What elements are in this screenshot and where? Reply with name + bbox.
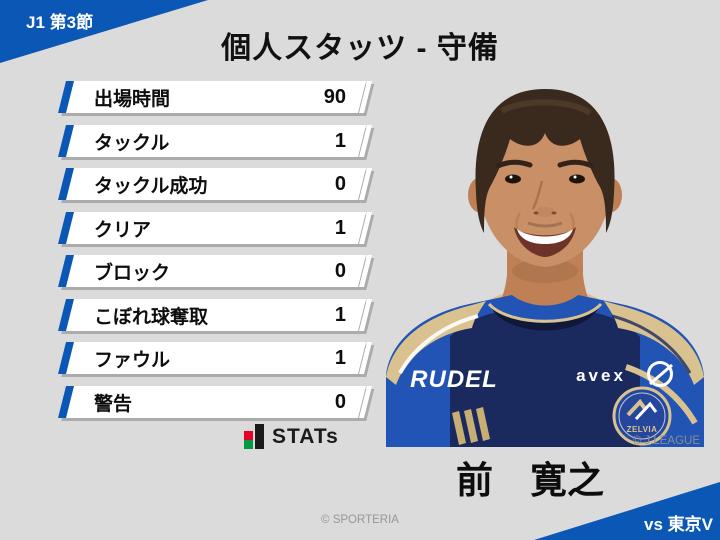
stat-row: こぼれ球奪取 1	[58, 299, 366, 331]
crest-wordmark: ZELVIA	[627, 425, 658, 434]
stat-label: 警告	[94, 393, 133, 415]
jersey-sponsor-avex: avex	[576, 366, 626, 385]
sporteria-credit: © SPORTERIA	[321, 514, 399, 526]
jersey-sponsor-rudel: RUDEL	[410, 366, 498, 393]
stat-value: 0	[334, 259, 346, 282]
stat-value: 0	[334, 172, 346, 195]
stat-row: 警告 0	[58, 386, 366, 418]
stat-row: タックル 1	[58, 125, 366, 157]
stat-value: 1	[334, 303, 346, 326]
stat-label: 出場時間	[94, 88, 171, 110]
stat-label: こぼれ球奪取	[94, 306, 209, 328]
stat-label: タックル	[94, 132, 170, 154]
photo-credit: © J.LEAGUE	[632, 435, 700, 447]
player-name: 前 寛之	[456, 460, 604, 501]
bar-chart-icon	[244, 424, 265, 449]
page-title: 個人スタッツ - 守備	[221, 32, 499, 65]
stat-row: タックル成功 0	[58, 168, 366, 200]
stat-label: タックル成功	[94, 175, 208, 197]
stat-row: ファウル 1	[58, 342, 366, 374]
opponent-label: vs 東京V	[644, 515, 713, 534]
stat-label: クリア	[94, 219, 152, 241]
avex-logo-icon	[647, 361, 673, 387]
stat-value: 1	[334, 129, 346, 152]
stat-row: ブロック 0	[58, 255, 366, 287]
club-crest-icon: ZELVIA	[612, 386, 672, 446]
stats-brand-logo: STATs	[244, 424, 339, 449]
stat-row: 出場時間 90	[58, 81, 366, 113]
matchweek-label: J1 第3節	[26, 13, 94, 32]
stat-value: 1	[334, 346, 346, 369]
stat-value: 0	[334, 390, 346, 413]
stat-value: 1	[334, 216, 346, 239]
player-photo: RUDEL avex ZELVIA	[386, 89, 704, 447]
stat-label: ブロック	[94, 262, 171, 284]
stats-brand-wordmark: STATs	[272, 425, 339, 448]
stat-label: ファウル	[94, 349, 171, 371]
stat-value: 90	[323, 85, 346, 108]
stat-row: クリア 1	[58, 212, 366, 244]
